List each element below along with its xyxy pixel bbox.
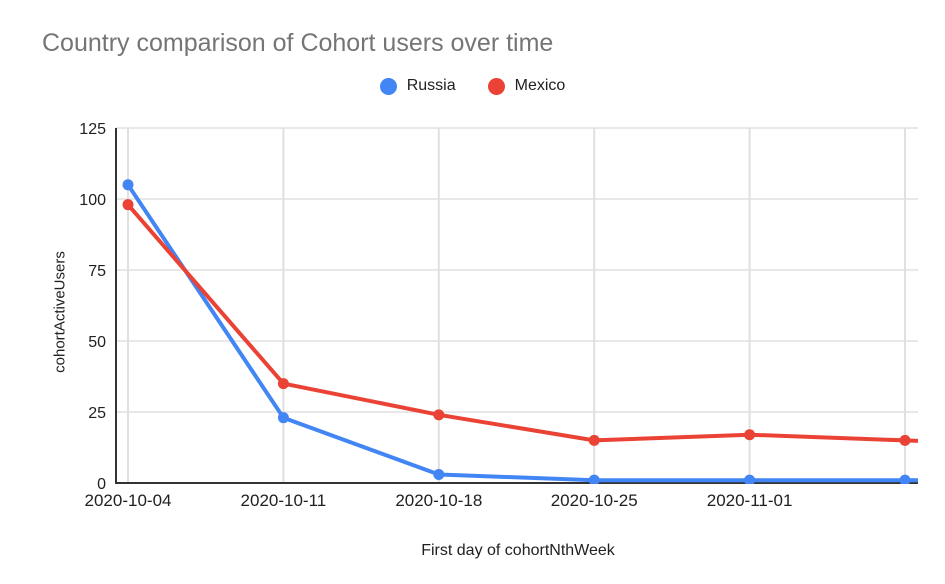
data-point[interactable]	[277, 378, 289, 390]
x-axis-title: First day of cohortNthWeek	[421, 542, 615, 559]
data-point[interactable]	[122, 179, 134, 191]
x-tick-label: 2020-10-04	[85, 491, 172, 510]
data-point[interactable]	[744, 429, 756, 441]
data-point[interactable]	[588, 434, 600, 446]
chart-title: Country comparison of Cohort users over …	[42, 29, 554, 57]
x-tick-label: 2020-10-25	[551, 491, 638, 510]
series-mexico	[122, 199, 918, 446]
y-tick-label: 25	[88, 405, 106, 422]
data-point[interactable]	[744, 474, 756, 486]
x-tick-label: 2020-10-18	[395, 491, 482, 510]
y-tick-label: 50	[88, 334, 106, 351]
legend-dot-icon	[487, 77, 505, 95]
legend-label: Mexico	[514, 77, 566, 94]
x-tick-label: 2020-10-11	[241, 491, 327, 510]
data-point[interactable]	[588, 474, 600, 486]
y-tick-label: 125	[79, 121, 106, 138]
y-tick-label: 100	[79, 192, 106, 209]
legend: Russia Mexico	[0, 77, 945, 95]
legend-dot-icon	[379, 77, 397, 95]
legend-item-russia[interactable]: Russia	[379, 77, 456, 95]
series-russia	[122, 179, 918, 486]
legend-label: Russia	[406, 77, 456, 94]
legend-item-mexico[interactable]: Mexico	[487, 77, 566, 95]
data-point[interactable]	[899, 434, 911, 446]
y-axis-title: cohortActiveUsers	[51, 251, 69, 373]
series-line	[126, 203, 918, 443]
y-tick-label: 0	[97, 476, 106, 493]
x-tick-label: 2020-11-01	[707, 491, 793, 510]
data-point[interactable]	[277, 412, 289, 424]
data-point[interactable]	[899, 474, 911, 486]
y-tick-label: 75	[88, 263, 106, 280]
data-point[interactable]	[433, 409, 445, 421]
data-point[interactable]	[433, 468, 445, 480]
data-point[interactable]	[122, 199, 134, 211]
